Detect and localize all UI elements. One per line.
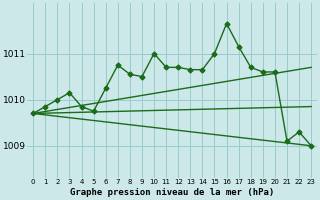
- X-axis label: Graphe pression niveau de la mer (hPa): Graphe pression niveau de la mer (hPa): [70, 188, 274, 197]
